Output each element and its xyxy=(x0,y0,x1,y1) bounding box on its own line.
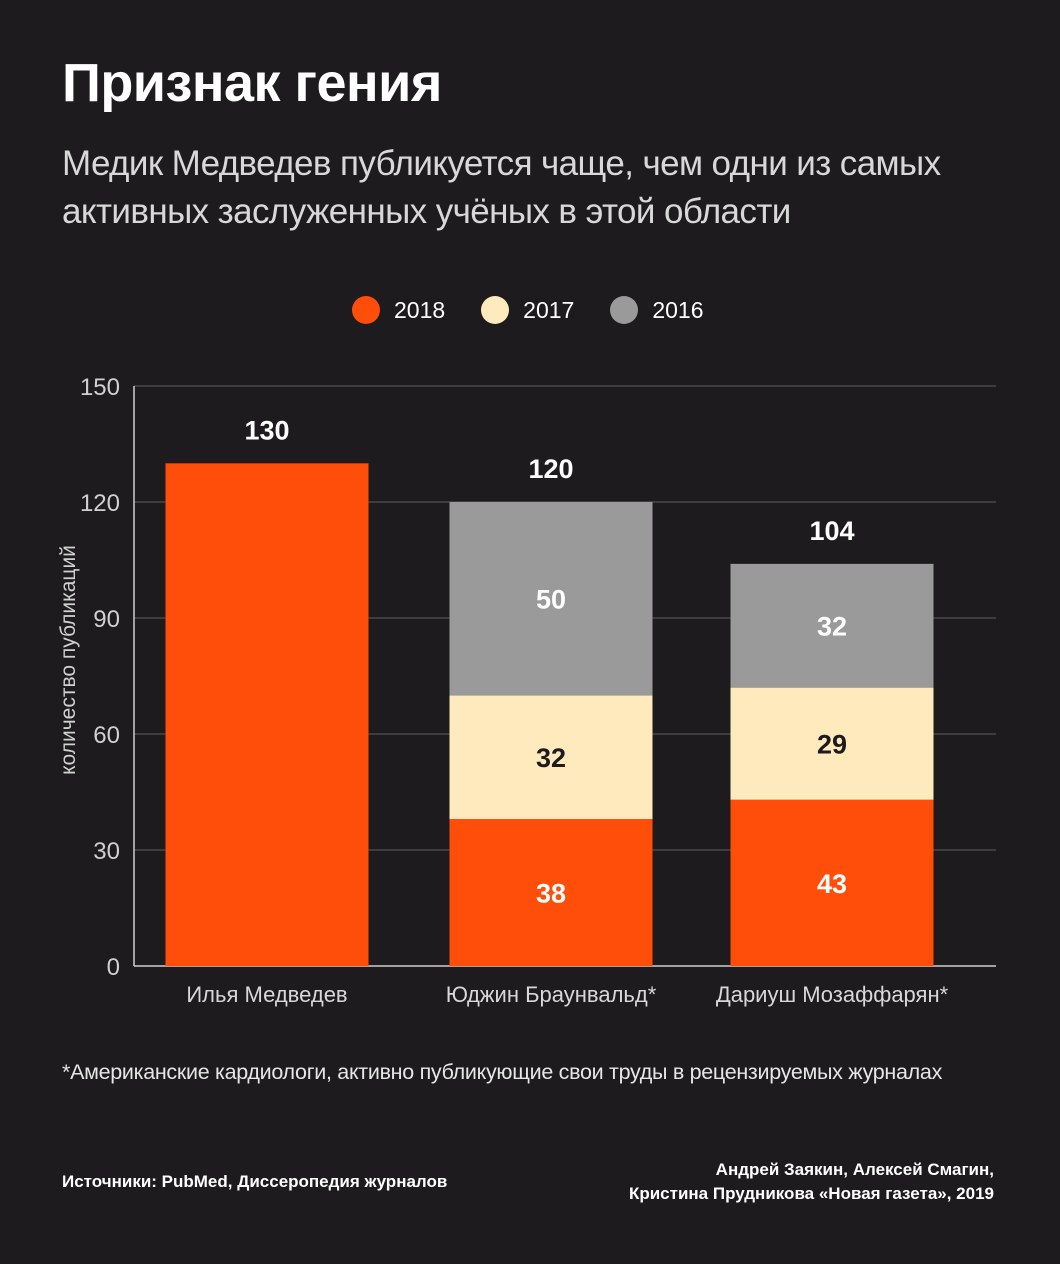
total-label-2: 120 xyxy=(528,454,573,484)
x-category-label-1: Илья Медведев xyxy=(186,982,347,1007)
bar-label-2018-2: 38 xyxy=(536,879,566,909)
x-category-label-3: Дариуш Мозаффарян* xyxy=(716,982,949,1007)
legend-item-2017: 2017 xyxy=(481,296,574,324)
footnote: *Американские кардиологи, активно публик… xyxy=(62,1060,943,1084)
bar-label-2017-2: 32 xyxy=(536,743,566,773)
bar-2017-3 xyxy=(730,687,934,800)
y-tick-label-30: 30 xyxy=(93,838,120,865)
authors-credit: Андрей Заякин, Алексей Смагин, Кристина … xyxy=(629,1158,994,1206)
bar-2018-3 xyxy=(730,799,934,966)
subtitle-line-1: Медик Медведев публикуется чаще, чем одн… xyxy=(62,144,941,183)
y-tick-label-60: 60 xyxy=(93,722,120,749)
legend-label-2018: 2018 xyxy=(394,296,446,323)
legend-swatch-2016 xyxy=(610,296,639,324)
bar-2016-2 xyxy=(449,502,653,696)
chart-legend: 2018 2017 2016 xyxy=(352,293,740,327)
bar-2016-3 xyxy=(730,563,934,688)
legend-swatch-2018 xyxy=(352,296,380,324)
y-tick-label-150: 150 xyxy=(80,374,120,401)
y-tick-label-120: 120 xyxy=(80,490,120,517)
sources-note: Источники: PubMed, Диссеропедия журналов xyxy=(62,1172,448,1191)
legend-swatch-2017 xyxy=(481,296,510,324)
legend-item-2016: 2016 xyxy=(610,296,704,324)
authors-line-2: Кристина Прудникова «Новая газета», 2019 xyxy=(628,1184,994,1203)
x-category-label-2: Юджин Браунвальд* xyxy=(446,982,657,1007)
bar-label-2016-2: 50 xyxy=(536,585,566,615)
authors-line-1: Андрей Заякин, Алексей Смагин, xyxy=(715,1160,994,1179)
bar-label-2018-3: 43 xyxy=(817,869,847,899)
bar-label-2016-3: 32 xyxy=(817,612,847,642)
subtitle-line-2: активных заслуженных учёных в этой облас… xyxy=(62,192,791,231)
y-axis-label: количество публикаций xyxy=(57,545,80,775)
legend-item-2018: 2018 xyxy=(352,296,445,324)
y-tick-label-0: 0 xyxy=(107,954,120,981)
bar-label-2017-3: 29 xyxy=(817,730,847,760)
chart-title: Признак гения xyxy=(62,53,442,113)
total-label-1: 130 xyxy=(244,415,289,445)
y-tick-label-90: 90 xyxy=(93,606,120,633)
legend-label-2017: 2017 xyxy=(523,296,575,323)
bar-2018-2 xyxy=(449,819,653,966)
bar-2018-1 xyxy=(165,463,369,966)
chart-subtitle: Медик Медведев публикуется чаще, чем одн… xyxy=(62,140,1022,236)
legend-label-2016: 2016 xyxy=(652,296,704,323)
bar-2017-2 xyxy=(449,695,653,820)
total-label-3: 104 xyxy=(809,516,854,546)
